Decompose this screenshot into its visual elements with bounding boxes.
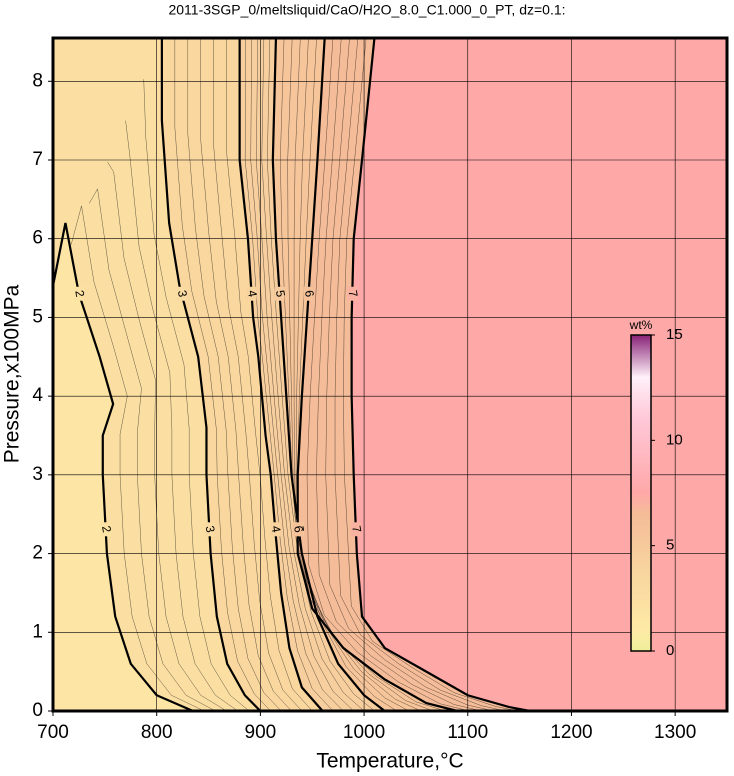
y-tick-label: 4 — [32, 385, 43, 406]
x-tick-label: 1200 — [550, 722, 592, 743]
contour-line — [53, 222, 194, 711]
plot-area: 2 2 3 3 4 4 5 5 6 6 7 7 — [53, 38, 727, 711]
contour-label-bg — [204, 522, 215, 537]
y-axis-label: Pressure,x100MPa — [1, 284, 24, 463]
colorbar-tick-label: 5 — [666, 537, 674, 554]
minor-contour — [200, 38, 292, 711]
contour-line — [238, 38, 324, 711]
y-tick-label: 8 — [32, 70, 43, 91]
contour-label-bg — [303, 286, 314, 301]
contour-label-bg — [100, 522, 111, 537]
contour-label-bg — [270, 522, 281, 537]
contour-line — [160, 38, 262, 711]
x-axis-label: Temperature,°C — [316, 750, 463, 773]
minor-contour — [334, 38, 506, 711]
x-tick-label: 1100 — [447, 722, 488, 743]
x-tick-label: 1300 — [654, 722, 696, 743]
minor-contour — [293, 38, 422, 711]
contour-line — [296, 38, 458, 711]
minor-contour — [143, 79, 250, 711]
y-tick-label: 3 — [32, 464, 43, 485]
y-tick-label: 2 — [32, 543, 43, 564]
y-tick-label: 0 — [32, 700, 43, 721]
contour-label: 4 — [269, 525, 284, 534]
minor-contour — [226, 38, 313, 711]
contour-label: 6 — [291, 525, 306, 534]
contour-label-bg — [347, 286, 358, 301]
minor-contour — [125, 120, 239, 711]
contour-label-bg — [350, 522, 361, 537]
minor-contour — [89, 188, 216, 711]
contour-label: 7 — [349, 525, 364, 534]
plot-frame — [51, 36, 729, 713]
contour-label: 5 — [273, 289, 288, 298]
colorbar-label: wt% — [629, 318, 653, 332]
x-tick-label: 1000 — [343, 722, 385, 743]
contour-region — [351, 38, 727, 711]
chart-title: 2011-3SGP_0/meltsliquid/CaO/H2O_8.0_C1.0… — [168, 2, 565, 18]
x-tick-label: 800 — [141, 722, 173, 743]
contour-label: 7 — [346, 289, 361, 298]
minor-contour — [107, 161, 227, 711]
contour-label-bg — [274, 286, 285, 301]
contour-label-bg — [246, 286, 257, 301]
contour-label: 2 — [72, 289, 87, 298]
contour-label: 3 — [175, 289, 190, 298]
minor-contour — [325, 38, 494, 711]
minor-contour — [187, 38, 282, 711]
x-tick-label: 900 — [245, 722, 277, 743]
minor-contour — [213, 38, 303, 711]
contour-label-bg — [176, 286, 187, 301]
minor-contour — [306, 38, 470, 711]
contour-label-bg — [292, 522, 303, 537]
x-tick-label: 700 — [37, 722, 69, 743]
minor-contour — [70, 205, 205, 711]
colorbar-tick-label: 0 — [666, 642, 674, 659]
contour-label: 3 — [203, 525, 218, 534]
colorbar-tick-label: 10 — [666, 431, 683, 448]
minor-contour — [316, 38, 482, 711]
minor-contour — [174, 38, 271, 711]
y-tick-label: 6 — [32, 228, 43, 249]
y-tick-label: 7 — [32, 149, 43, 170]
colorbar — [630, 334, 652, 652]
y-tick-label: 1 — [32, 621, 43, 642]
y-tick-label: 5 — [32, 306, 43, 327]
contour-label: 4 — [245, 289, 260, 298]
minor-contour — [343, 38, 518, 711]
contour-label: 6 — [302, 289, 317, 298]
contour-label: 2 — [99, 525, 114, 534]
colorbar-tick-label: 15 — [666, 326, 683, 343]
contour-label-bg — [73, 286, 84, 301]
